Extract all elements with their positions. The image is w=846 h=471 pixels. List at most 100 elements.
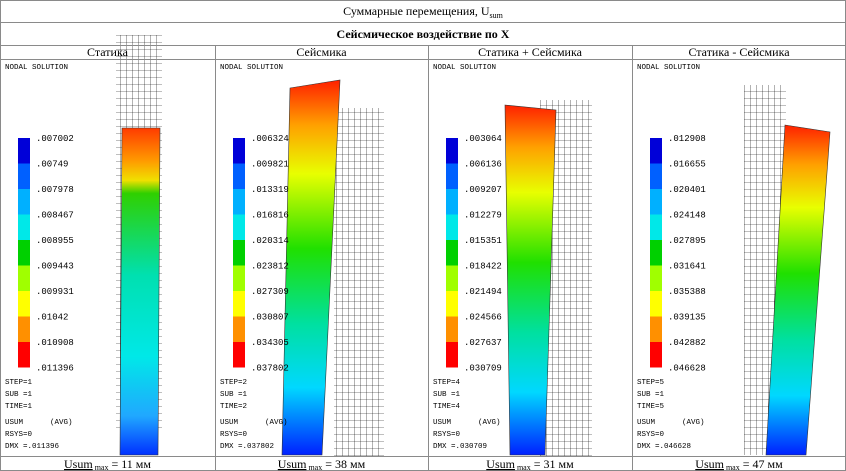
- legend-label: .008467: [36, 211, 74, 221]
- legend-label: .023812: [251, 262, 289, 272]
- legend-label: .034305: [251, 338, 289, 348]
- legend-label: .007978: [36, 185, 74, 195]
- legend-label: .013319: [251, 185, 289, 195]
- plot-label: NODAL SOLUTION: [220, 64, 283, 72]
- legend-swatch: [650, 317, 662, 343]
- caption-symbol: Usum: [695, 457, 724, 471]
- step-info: DMX =.037802: [220, 443, 274, 451]
- caption-text: = 11 мм: [111, 457, 151, 471]
- step-info: RSYS=0: [220, 431, 248, 439]
- page: {"header": {"title": "Суммарные перемеще…: [0, 0, 846, 471]
- step-info: USUM (AVG): [5, 419, 73, 427]
- legend-label: .030709: [464, 364, 502, 374]
- caption-text: = 47 мм: [743, 457, 783, 471]
- legend-label: .009931: [36, 287, 74, 297]
- caption-symbol: Usum: [278, 457, 307, 471]
- legend-label: .018422: [464, 262, 502, 272]
- step-info: STEP=1: [5, 379, 33, 387]
- step-info: TIME=5: [637, 403, 665, 411]
- legend-swatch: [18, 164, 30, 190]
- caption-text: = 31 мм: [534, 457, 574, 471]
- caption-sub: max: [308, 463, 322, 471]
- legend-label: .027895: [668, 236, 706, 246]
- step-info: TIME=4: [433, 403, 461, 411]
- legend-swatch: [650, 240, 662, 266]
- legend-label: .008955: [36, 236, 74, 246]
- plot-label: NODAL SOLUTION: [433, 64, 496, 72]
- legend-swatch: [446, 342, 458, 368]
- legend-swatch: [233, 164, 245, 190]
- step-info: RSYS=0: [433, 431, 461, 439]
- legend-swatch: [233, 189, 245, 215]
- step-info: USUM (AVG): [637, 419, 705, 427]
- legend-swatch: [233, 138, 245, 164]
- title: Суммарные перемещения, Usum: [343, 4, 504, 20]
- legend-label: .016816: [251, 211, 289, 221]
- step-info: SUB =1: [220, 391, 248, 399]
- legend-label: .035388: [668, 287, 706, 297]
- step-info: TIME=2: [220, 403, 247, 411]
- step-info: STEP=5: [637, 379, 665, 387]
- legend-swatch: [650, 138, 662, 164]
- column-heading: Статика - Сейсмика: [688, 45, 790, 59]
- legend-swatch: [446, 266, 458, 292]
- column: [120, 128, 160, 455]
- legend-label: .027637: [464, 338, 502, 348]
- legend-swatch: [650, 215, 662, 241]
- legend-label: .00749: [36, 160, 68, 170]
- legend-label: .037802: [251, 364, 289, 374]
- column-heading: Статика: [87, 45, 129, 59]
- caption-symbol: Usum: [486, 457, 515, 471]
- step-info: DMX =.046628: [637, 443, 691, 451]
- legend-swatch: [446, 317, 458, 343]
- legend-label: .007002: [36, 134, 74, 144]
- step-info: SUB =1: [5, 391, 33, 399]
- legend-swatch: [18, 138, 30, 164]
- plot-label: NODAL SOLUTION: [637, 64, 700, 72]
- step-info: RSYS=0: [5, 431, 33, 439]
- legend-label: .039135: [668, 313, 706, 323]
- legend-label: .027309: [251, 287, 289, 297]
- legend-swatch: [446, 164, 458, 190]
- legend-label: .009207: [464, 185, 502, 195]
- legend-swatch: [18, 317, 30, 343]
- legend-swatch: [650, 266, 662, 292]
- legend-label: .031641: [668, 262, 706, 272]
- caption-symbol: Usum: [64, 457, 93, 471]
- step-info: SUB =1: [433, 391, 461, 399]
- legend-swatch: [233, 317, 245, 343]
- legend-swatch: [650, 291, 662, 317]
- legend-label: .009443: [36, 262, 74, 272]
- legend-label: .012908: [668, 134, 706, 144]
- plot-label: NODAL SOLUTION: [5, 64, 68, 72]
- legend-swatch: [18, 240, 30, 266]
- legend-label: .011396: [36, 364, 74, 374]
- legend-label: .024566: [464, 313, 502, 323]
- legend-label: .01042: [36, 313, 68, 323]
- step-info: USUM (AVG): [220, 419, 288, 427]
- legend-label: .003064: [464, 134, 502, 144]
- column-heading: Сейсмика: [296, 45, 347, 59]
- table: Суммарные перемещения, Usum Сейсмическое…: [0, 0, 846, 471]
- legend-label: .016655: [668, 160, 706, 170]
- legend-label: .006324: [251, 134, 289, 144]
- subheader: Сейсмическое воздействие по X: [337, 27, 510, 41]
- step-info: DMX =.011396: [5, 443, 60, 451]
- legend-label: .015351: [464, 236, 502, 246]
- step-info: STEP=4: [433, 379, 461, 387]
- legend-swatch: [233, 215, 245, 241]
- legend-label: .042882: [668, 338, 706, 348]
- legend-swatch: [18, 215, 30, 241]
- legend-swatch: [18, 342, 30, 368]
- legend-swatch: [446, 215, 458, 241]
- legend-label: .046628: [668, 364, 706, 374]
- legend-swatch: [446, 189, 458, 215]
- step-info: RSYS=0: [637, 431, 665, 439]
- legend-label: .006136: [464, 160, 502, 170]
- legend-label: .021494: [464, 287, 502, 297]
- legend-label: .030807: [251, 313, 289, 323]
- step-info: SUB =1: [637, 391, 665, 399]
- legend-swatch: [18, 266, 30, 292]
- caption-sub: max: [95, 463, 109, 471]
- legend-swatch: [233, 266, 245, 292]
